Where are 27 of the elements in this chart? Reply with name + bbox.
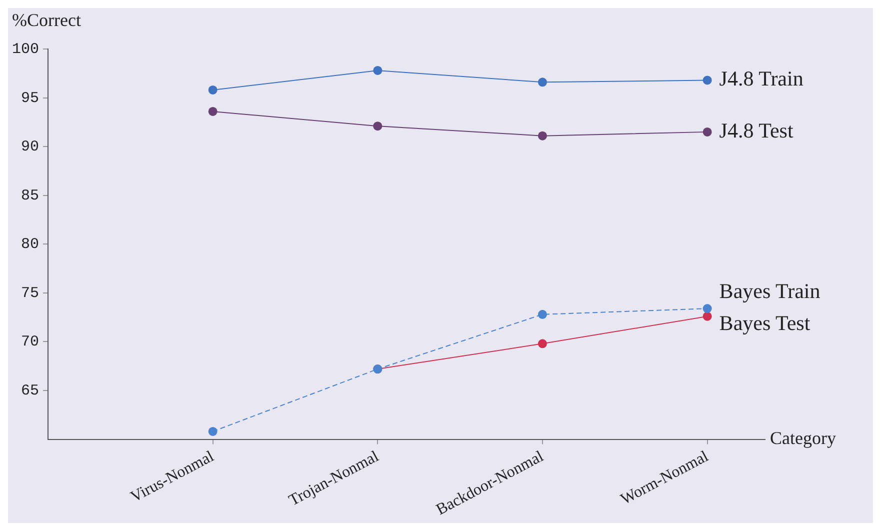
point <box>208 85 218 94</box>
point <box>702 76 712 85</box>
point <box>538 131 547 140</box>
y-tick-label: 70 <box>20 334 40 351</box>
y-tick-label: 100 <box>12 40 40 58</box>
y-tick-label: 95 <box>20 90 40 107</box>
point <box>208 106 218 116</box>
y-tick-label: 80 <box>20 236 40 254</box>
series-label: J4.8 Test <box>719 118 794 142</box>
point <box>538 78 547 87</box>
y-tick-label: 75 <box>20 284 40 302</box>
point <box>373 122 382 131</box>
point <box>208 426 218 436</box>
series-label: J4.8 Train <box>719 66 804 91</box>
point <box>373 66 382 75</box>
point <box>702 304 712 314</box>
y-tick-label: 85 <box>20 187 40 204</box>
series-label: Bayes Test <box>719 310 810 335</box>
y-axis-title: %Correct <box>12 10 81 30</box>
y-tick-label: 90 <box>20 138 40 156</box>
x-axis-title: Category <box>770 428 836 448</box>
point <box>702 312 712 321</box>
point <box>538 339 547 348</box>
y-tick-label: 65 <box>20 382 40 400</box>
point <box>702 127 712 136</box>
series-label: Bayes Train <box>719 279 821 304</box>
point <box>538 310 547 319</box>
